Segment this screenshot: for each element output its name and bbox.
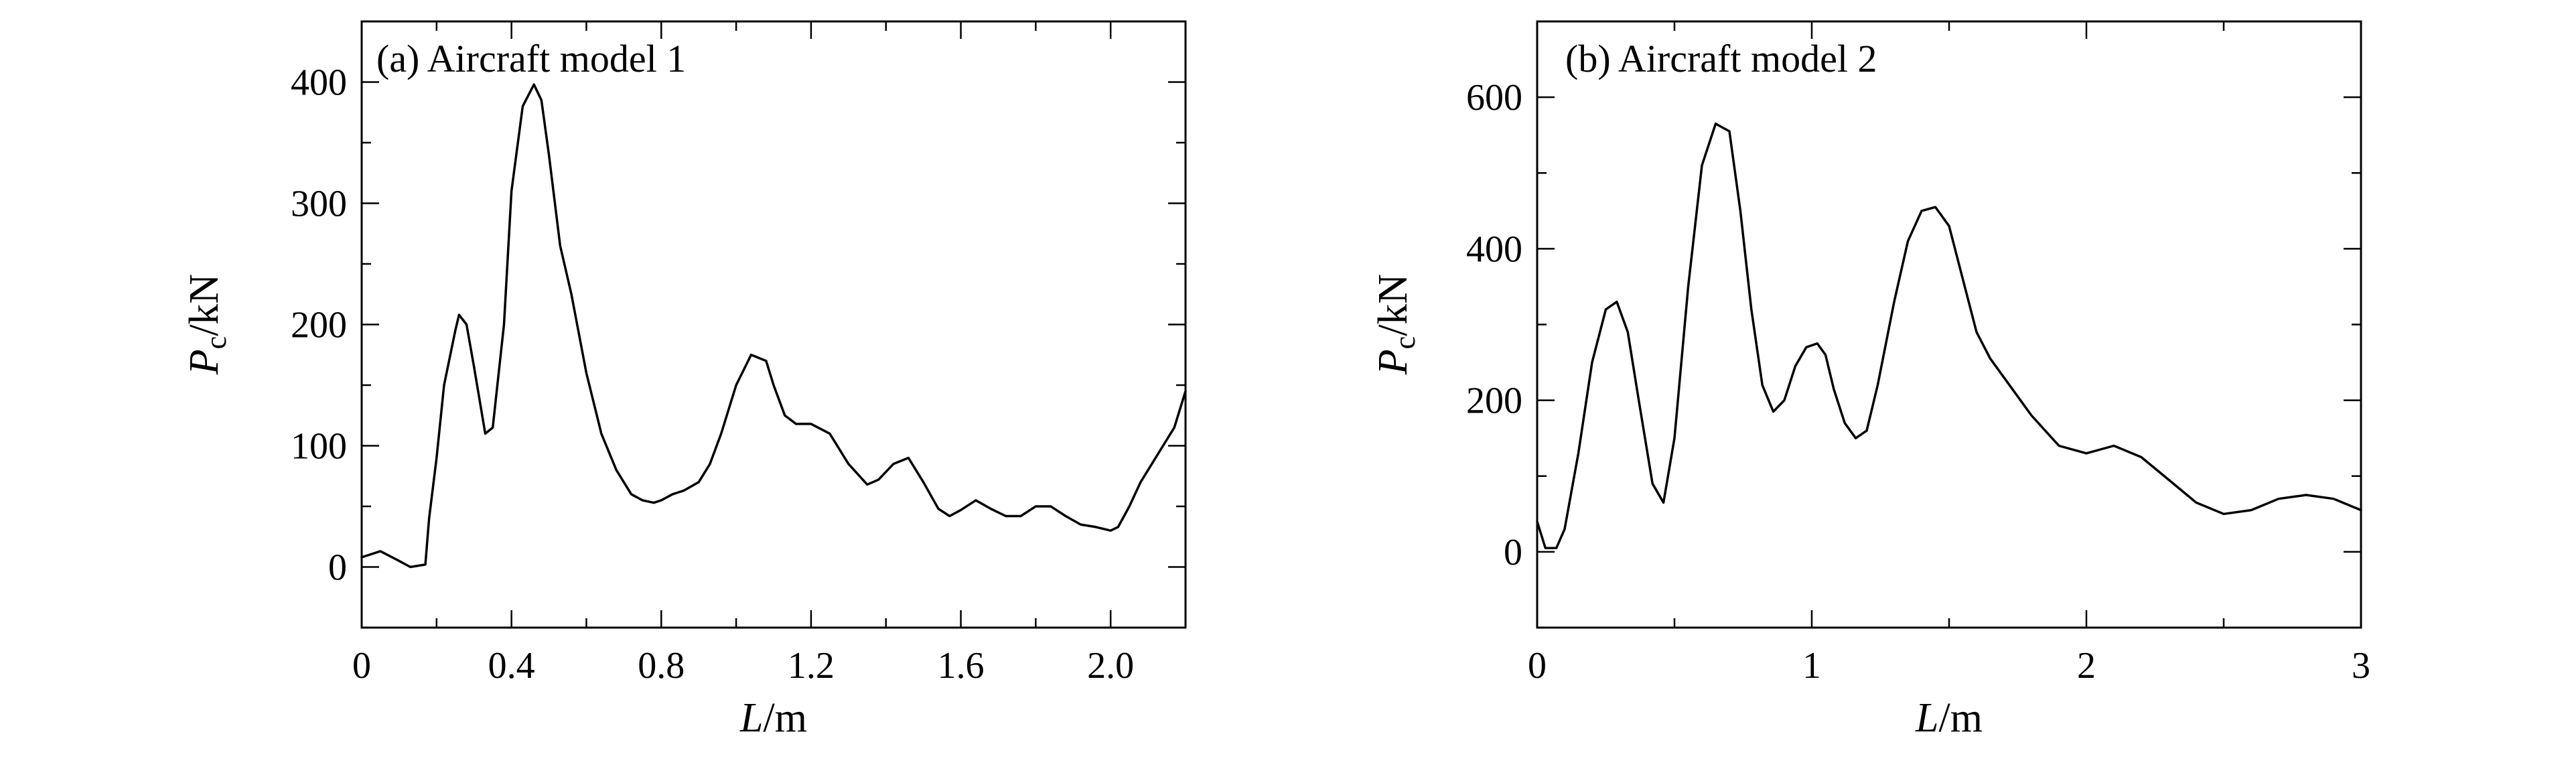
panel-aircraft-model-1: 0 0.4 0.8 1.2 1.6 2.0 0 100 200 300 400 (a) Aircr… xyxy=(182,20,1187,741)
y-tick-label: 100 xyxy=(291,426,347,468)
plot-frame xyxy=(360,20,1187,629)
x-tick-label: 0.8 xyxy=(638,645,685,687)
y-axis-unit: /kN xyxy=(1370,274,1416,336)
x-axis-label: L/m xyxy=(1915,695,1983,741)
x-axis-label: L/m xyxy=(739,695,807,741)
plot-frame xyxy=(1536,20,2362,629)
panel-title: (b) Aircraft model 2 xyxy=(1565,37,1877,80)
y-tick-label: 0 xyxy=(1504,532,1522,573)
y-axis-variable: P xyxy=(182,349,227,375)
y-ticks: 0 200 400 600 xyxy=(1466,20,2361,629)
y-tick-label: 300 xyxy=(291,184,347,225)
y-ticks: 0 100 200 300 400 xyxy=(291,20,1186,629)
series-group xyxy=(360,83,1187,569)
y-axis-variable: P xyxy=(1370,349,1416,375)
panel-title: (a) Aircraft model 1 xyxy=(376,37,686,80)
x-tick-label: 1.6 xyxy=(938,645,985,687)
x-axis-unit: /m xyxy=(764,695,807,741)
x-axis-variable: L xyxy=(1915,695,1938,741)
x-tick-label: 1.2 xyxy=(788,645,835,687)
y-tick-label: 200 xyxy=(1466,380,1522,422)
x-tick-label: 1 xyxy=(1802,645,1821,687)
panel-aircraft-model-2: 0 1 2 3 0 200 400 600 (b) Aircraft model 2 L/m… xyxy=(1370,20,2370,741)
y-tick-label: 200 xyxy=(291,305,347,346)
x-axis-unit: /m xyxy=(1939,695,1983,741)
series-group xyxy=(1536,122,2362,549)
series-line-1 xyxy=(1536,122,2362,549)
x-tick-label: 0.4 xyxy=(488,645,535,687)
x-ticks: 0 1 2 3 xyxy=(1528,21,2370,687)
y-tick-label: 600 xyxy=(1466,77,1522,119)
x-tick-label: 3 xyxy=(2352,645,2370,687)
x-tick-label: 2 xyxy=(2077,645,2096,687)
y-axis-subscript: c xyxy=(200,336,232,350)
y-axis-subscript: c xyxy=(1388,336,1421,350)
y-tick-label: 0 xyxy=(328,547,347,589)
y-axis-label: Pc/kN xyxy=(1370,274,1421,375)
x-tick-label: 0 xyxy=(352,645,371,687)
y-tick-label: 400 xyxy=(291,62,347,104)
x-ticks: 0 0.4 0.8 1.2 1.6 2.0 xyxy=(352,21,1187,687)
y-axis-unit: /kN xyxy=(182,274,227,336)
x-tick-label: 0 xyxy=(1528,645,1547,687)
x-tick-label: 2.0 xyxy=(1087,645,1134,687)
y-tick-label: 400 xyxy=(1466,228,1522,270)
series-line-1 xyxy=(360,83,1187,569)
y-axis-label: Pc/kN xyxy=(182,274,232,375)
x-axis-variable: L xyxy=(739,695,763,741)
